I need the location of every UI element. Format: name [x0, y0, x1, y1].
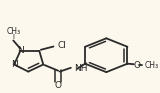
Text: l: l — [12, 34, 14, 40]
Text: O: O — [55, 81, 62, 90]
Text: CH₃: CH₃ — [6, 27, 20, 36]
Text: CH₃: CH₃ — [145, 61, 159, 70]
Text: N: N — [17, 46, 24, 55]
Text: O: O — [133, 61, 140, 70]
Text: N: N — [11, 60, 17, 69]
Text: NH: NH — [74, 64, 88, 73]
Text: Cl: Cl — [57, 41, 66, 50]
